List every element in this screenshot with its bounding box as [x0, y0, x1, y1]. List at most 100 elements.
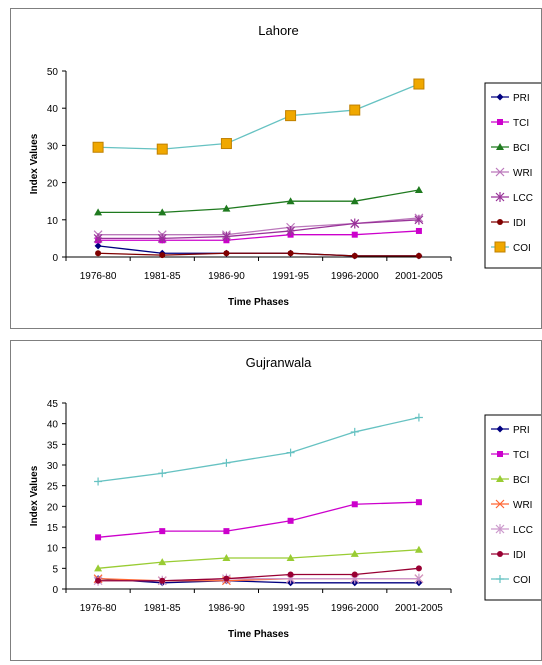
data-point-bci: [414, 186, 423, 194]
legend-label-bci: BCI: [513, 475, 530, 486]
legend-marker-pri: [496, 93, 504, 101]
legend-label-tci: TCI: [513, 118, 529, 129]
y-tick-label: 0: [52, 253, 58, 264]
data-point-coi: [285, 110, 297, 122]
legend-label-coi: COI: [513, 575, 531, 586]
y-tick-label: 10: [47, 544, 59, 555]
y-axis-label: Index Values: [29, 133, 40, 194]
legend-marker-lcc: [495, 524, 505, 534]
series-line-bci: [98, 549, 419, 569]
data-point-pri: [94, 242, 102, 250]
legend-label-wri: WRI: [513, 500, 532, 511]
legend-label-lcc: LCC: [513, 193, 533, 204]
data-point-bci: [286, 197, 295, 205]
y-tick-label: 40: [47, 104, 59, 115]
data-point-idi: [415, 565, 422, 572]
data-point-tci: [415, 227, 422, 234]
series-idi: [95, 250, 422, 259]
legend-marker-tci: [497, 119, 503, 125]
x-tick-label: 1981-85: [144, 603, 181, 614]
legend-label-bci: BCI: [513, 143, 530, 154]
legend: PRI TCI BCI WRI LCC IDI COI: [484, 414, 541, 601]
legend-marker-bci: [496, 143, 504, 150]
y-tick-label: 50: [47, 67, 59, 78]
legend-label-wri: WRI: [513, 168, 532, 179]
legend-marker-idi: [497, 219, 503, 225]
series-tci: [95, 499, 422, 541]
x-axis-label: Time Phases: [228, 297, 289, 308]
data-point-bci: [158, 208, 167, 216]
data-point-bci: [158, 558, 167, 566]
y-tick-label: 25: [47, 482, 59, 493]
chart-title: Lahore: [258, 23, 298, 38]
data-point-idi: [223, 575, 230, 582]
chart-gujranwala: Gujranwala 0 5 10 15 20 25 30 35 40 45 1976-80 1981-…: [10, 340, 542, 661]
legend-marker-bci: [496, 475, 504, 482]
series-line-tci: [98, 501, 419, 538]
data-point-idi: [351, 252, 358, 259]
series-coi: [92, 78, 425, 155]
data-point-idi: [159, 252, 166, 259]
y-tick-label: 5: [52, 564, 58, 575]
series-bci: [94, 186, 423, 216]
data-point-tci: [95, 534, 102, 541]
series-line-wri: [98, 217, 419, 236]
data-point-lcc: [93, 233, 103, 244]
data-point-coi: [94, 477, 103, 486]
legend-label-coi: COI: [513, 243, 531, 254]
x-tick-label: 1991-95: [272, 271, 309, 282]
series-line-idi: [98, 567, 419, 582]
data-point-coi: [413, 78, 425, 90]
legend-marker-tci: [497, 451, 503, 457]
data-point-coi: [286, 448, 295, 457]
legend-marker-wri: [495, 167, 505, 177]
data-point-coi: [222, 458, 231, 467]
x-tick-label: 1981-85: [144, 271, 181, 282]
data-point-lcc: [414, 214, 424, 225]
data-point-coi: [92, 141, 104, 153]
data-point-lcc: [221, 231, 231, 242]
x-tick-label: 1991-95: [272, 603, 309, 614]
legend: PRI TCI BCI WRI LCC IDI COI: [484, 82, 541, 269]
data-point-idi: [415, 252, 422, 259]
legend-marker-coi: [494, 241, 506, 253]
x-tick-label: 1996-2000: [331, 603, 379, 614]
data-point-bci: [94, 564, 103, 572]
x-tick-label: 1976-80: [80, 271, 117, 282]
data-point-bci: [350, 197, 359, 205]
data-point-tci: [351, 231, 358, 238]
y-tick-label: 20: [47, 179, 59, 190]
series-bci: [94, 545, 423, 572]
data-point-tci: [351, 501, 358, 508]
data-point-coi: [350, 427, 359, 436]
x-tick-label: 1996-2000: [331, 271, 379, 282]
legend-marker-idi: [497, 551, 503, 557]
legend-label-pri: PRI: [513, 93, 530, 104]
x-tick-label: 1976-80: [80, 603, 117, 614]
data-point-lcc: [414, 573, 424, 584]
legend-label-pri: PRI: [513, 425, 530, 436]
y-tick-label: 40: [47, 420, 59, 431]
data-point-lcc: [157, 233, 167, 244]
series-line-idi: [98, 252, 419, 257]
x-tick-label: 2001-2005: [395, 603, 443, 614]
series-tci: [95, 227, 422, 244]
data-point-bci: [414, 545, 423, 553]
y-tick-label: 0: [52, 585, 58, 596]
series-coi: [94, 413, 423, 486]
data-point-coi: [156, 143, 168, 155]
series-line-pri: [98, 578, 419, 584]
y-tick-label: 35: [47, 440, 59, 451]
legend-box: [484, 82, 541, 269]
legend-label-idi: IDI: [513, 218, 526, 229]
legend-label-idi: IDI: [513, 550, 526, 561]
chart-lahore-svg: Lahore 0 10 20 30 40 50 1976-80 1981-85 1986-90 19…: [29, 23, 541, 308]
data-point-bci: [94, 208, 103, 216]
y-tick-label: 30: [47, 461, 59, 472]
data-point-tci: [159, 528, 166, 535]
legend-label-tci: TCI: [513, 450, 529, 461]
legend-box: [484, 414, 541, 601]
legend-marker-coi: [496, 575, 504, 583]
x-tick-label: 1986-90: [208, 603, 245, 614]
legend-marker-wri: [495, 499, 505, 509]
